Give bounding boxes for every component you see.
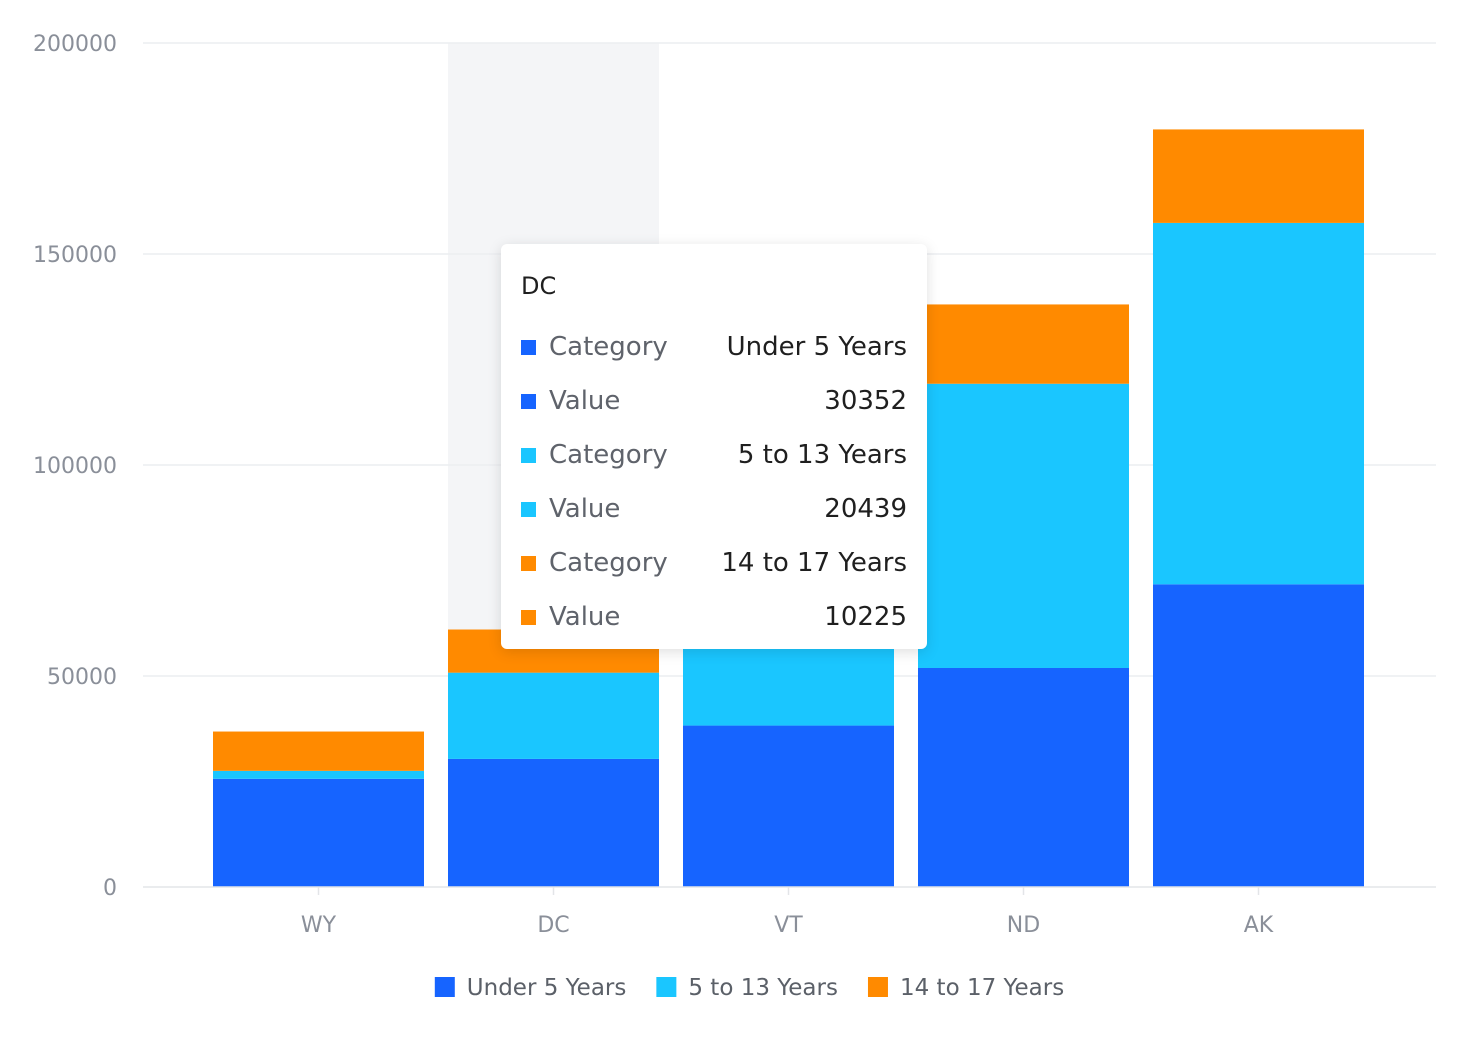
x-axis: WY DC VT ND AK — [143, 886, 1436, 938]
legend: Under 5 Years 5 to 13 Years 14 to 17 Years — [434, 975, 1064, 1001]
tooltip-key: Value — [521, 494, 620, 524]
x-tick-label: ND — [1007, 913, 1040, 938]
x-tick-label: WY — [301, 913, 337, 938]
tooltip-swatch — [521, 501, 536, 517]
bar-segment[interactable] — [448, 758, 659, 887]
tooltip-key-label: Category — [549, 332, 668, 362]
legend-item[interactable]: Under 5 Years — [434, 975, 627, 1001]
bar-segment[interactable] — [918, 667, 1129, 887]
tooltip-swatch — [521, 555, 536, 571]
tooltip: DC Category Under 5 Years Value 30352 Ca… — [501, 244, 927, 649]
y-tick-label: 200000 — [33, 32, 117, 57]
tooltip-value: 20439 — [824, 494, 907, 524]
tooltip-key: Category — [521, 332, 668, 362]
y-tick-label: 150000 — [33, 243, 117, 268]
bar-segment[interactable] — [1153, 584, 1364, 887]
tooltip-key: Category — [521, 548, 668, 578]
tooltip-value: 10225 — [824, 602, 907, 632]
tooltip-key-label: Value — [549, 386, 621, 416]
tooltip-title: DC — [521, 272, 557, 300]
bar-segment[interactable] — [1153, 222, 1364, 585]
bar-segment[interactable] — [213, 731, 424, 771]
tooltip-key: Category — [521, 440, 668, 470]
tooltip-key: Value — [521, 386, 620, 416]
tooltip-swatch — [521, 393, 536, 409]
x-tick-label: AK — [1244, 913, 1274, 938]
y-tick-label: 0 — [103, 876, 117, 901]
tooltip-value: 14 to 17 Years — [721, 548, 907, 578]
tooltip-swatch — [521, 447, 536, 463]
tooltip-key-label: Category — [549, 440, 668, 470]
tooltip-key-label: Value — [549, 602, 621, 632]
y-tick-label: 100000 — [33, 454, 117, 479]
tooltip-value: 5 to 13 Years — [737, 440, 907, 470]
legend-label: 14 to 17 Years — [900, 975, 1064, 1001]
bar-segment[interactable] — [213, 770, 424, 779]
tooltip-swatch — [521, 609, 536, 625]
tooltip-row: Category Under 5 Years — [521, 320, 907, 374]
legend-item[interactable]: 5 to 13 Years — [656, 975, 838, 1001]
tooltip-key-label: Value — [549, 494, 621, 524]
x-tick-label: DC — [537, 913, 569, 938]
bar-segment[interactable] — [448, 672, 659, 759]
tooltip-key-label: Category — [549, 548, 668, 578]
tooltip-row: Value 30352 — [521, 374, 907, 428]
y-tick-label: 50000 — [47, 665, 117, 690]
legend-swatch — [656, 977, 677, 997]
tooltip-row: Category 5 to 13 Years — [521, 428, 907, 482]
tooltip-row: Value 10225 — [521, 590, 907, 644]
legend-label: 5 to 13 Years — [688, 975, 838, 1001]
y-axis-ticks: 0 50000 100000 150000 200000 — [33, 32, 117, 901]
bar-segment[interactable] — [1153, 129, 1364, 223]
tooltip-row: Value 20439 — [521, 482, 907, 536]
bar-segment[interactable] — [683, 725, 894, 887]
bar-segment[interactable] — [213, 778, 424, 887]
legend-label: Under 5 Years — [467, 975, 627, 1001]
tooltip-value: Under 5 Years — [726, 332, 907, 362]
x-tick-label: VT — [774, 913, 803, 938]
legend-item[interactable]: 14 to 17 Years — [867, 975, 1064, 1001]
bar-segment[interactable] — [918, 383, 1129, 668]
legend-swatch — [434, 977, 455, 997]
tooltip-swatch — [521, 339, 536, 355]
bar-segment[interactable] — [918, 304, 1129, 384]
tooltip-row: Category 14 to 17 Years — [521, 536, 907, 590]
tooltip-key: Value — [521, 602, 620, 632]
legend-swatch — [867, 977, 888, 997]
tooltip-value: 30352 — [824, 386, 907, 416]
bars — [213, 129, 1364, 887]
